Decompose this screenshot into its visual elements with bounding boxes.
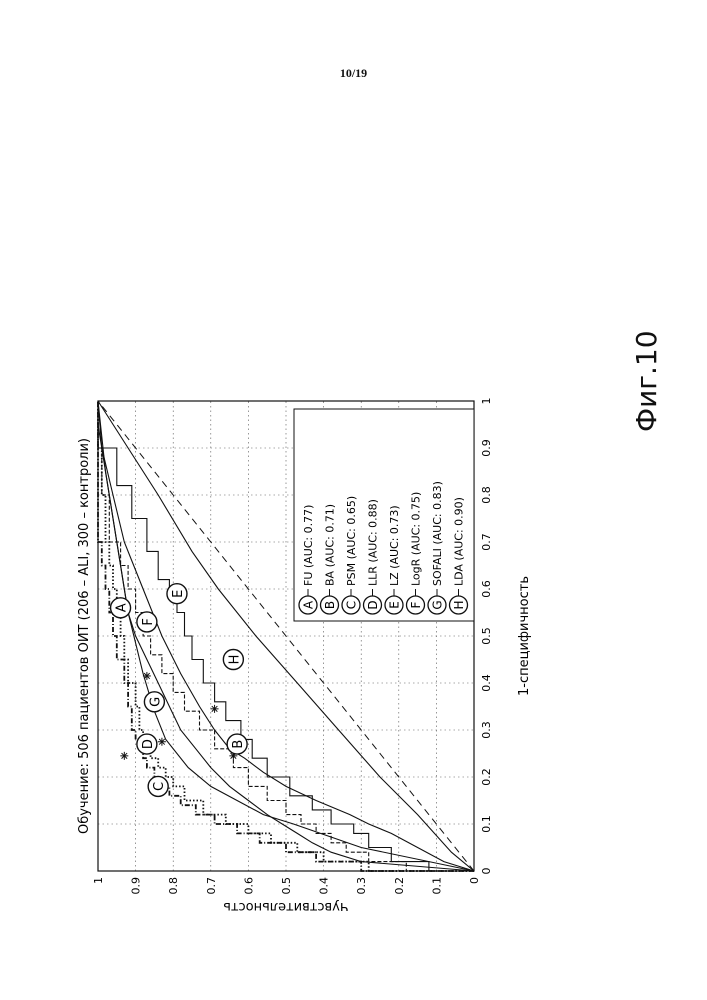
curve-label-c: C — [152, 782, 167, 791]
y-tick-label: 1 — [92, 877, 105, 884]
page-number: 10/19 — [0, 66, 707, 81]
legend-marker-letter: H — [452, 600, 466, 609]
curve-label-h: H — [227, 655, 242, 665]
legend-entry-label: BA (AUC: 0.71) — [324, 504, 337, 586]
curve-label-g: G — [148, 697, 163, 707]
x-tick-label: 0.9 — [480, 439, 493, 457]
legend-marker-letter: C — [345, 601, 359, 609]
legend-entry-label: LogR (AUC: 0.75) — [410, 492, 423, 586]
y-tick-label: 0.1 — [430, 877, 443, 895]
x-tick-label: 0.5 — [480, 627, 493, 645]
curve-label-d: D — [141, 739, 156, 749]
y-tick-label: 0.7 — [205, 877, 218, 895]
legend: A FU (AUC: 0.77) B BA (AUC: 0.71) C PSM (AUC:… — [294, 409, 474, 621]
y-tick-label: 0.3 — [355, 877, 368, 895]
curve-label-f: F — [141, 618, 156, 625]
x-tick-label: 0.1 — [480, 815, 493, 833]
x-tick-label: 1 — [480, 398, 493, 405]
y-tick-label: 0.2 — [393, 877, 406, 895]
curve-label-a: A — [115, 603, 130, 612]
legend-entry-label: LDA (AUC: 0.90) — [453, 497, 466, 586]
curve-label-b: B — [231, 740, 246, 749]
legend-entry-label: FU (AUC: 0.77) — [302, 505, 315, 586]
x-tick-label: 0.3 — [480, 721, 493, 739]
legend-marker-letter: D — [366, 600, 380, 609]
x-tick-label: 0.7 — [480, 533, 493, 551]
figure-caption: Фиг.10 — [630, 332, 670, 432]
x-tick-label: 0.6 — [480, 580, 493, 598]
star-marker — [211, 705, 219, 713]
legend-marker-letter: F — [409, 601, 423, 608]
y-tick-label: 0 — [468, 877, 481, 884]
y-tick-label: 0.4 — [318, 877, 331, 895]
legend-marker-letter: A — [302, 600, 316, 609]
legend-entry-label: LZ (AUC: 0.73) — [388, 505, 401, 586]
y-axis-label: Чувствительность — [223, 899, 348, 911]
curve-label-e: E — [171, 590, 186, 598]
star-marker — [120, 752, 128, 760]
rotated-figure: 0 0.1 0.2 0.3 0.4 0.5 0.6 0.7 0.8 0.9 1 0 0.1 0.2 0.3 0… — [58, 231, 598, 911]
curve-labels: A B C D E F G H — [111, 584, 248, 797]
x-tick-label: 0.8 — [480, 486, 493, 504]
legend-entry-label: PSM (AUC: 0.65) — [345, 496, 358, 586]
legend-marker-letter: G — [431, 600, 445, 609]
y-tick-label: 0.9 — [130, 877, 143, 895]
y-tick-label: 0.5 — [280, 877, 293, 895]
y-tick-label: 0.6 — [242, 877, 255, 895]
legend-marker-letter: B — [323, 601, 337, 609]
x-tick-label: 0.4 — [480, 674, 493, 692]
legend-box — [294, 409, 474, 621]
legend-entry-label: SOFALI (AUC: 0.83) — [431, 481, 444, 586]
x-tick-label: 0 — [480, 868, 493, 875]
legend-entry-label: LLR (AUC: 0.88) — [367, 499, 380, 586]
x-tick-label: 0.2 — [480, 768, 493, 786]
x-axis-label: 1-специфичность — [517, 576, 532, 696]
star-marker — [158, 738, 166, 746]
star-marker — [143, 672, 151, 680]
legend-marker-letter: E — [388, 601, 402, 609]
roc-chart: 0 0.1 0.2 0.3 0.4 0.5 0.6 0.7 0.8 0.9 1 0 0.1 0.2 0.3 0… — [58, 231, 598, 911]
chart-title: Обучение: 506 пациентов ОИТ (206 – ALI, … — [77, 438, 92, 834]
y-tick-label: 0.8 — [167, 877, 180, 895]
